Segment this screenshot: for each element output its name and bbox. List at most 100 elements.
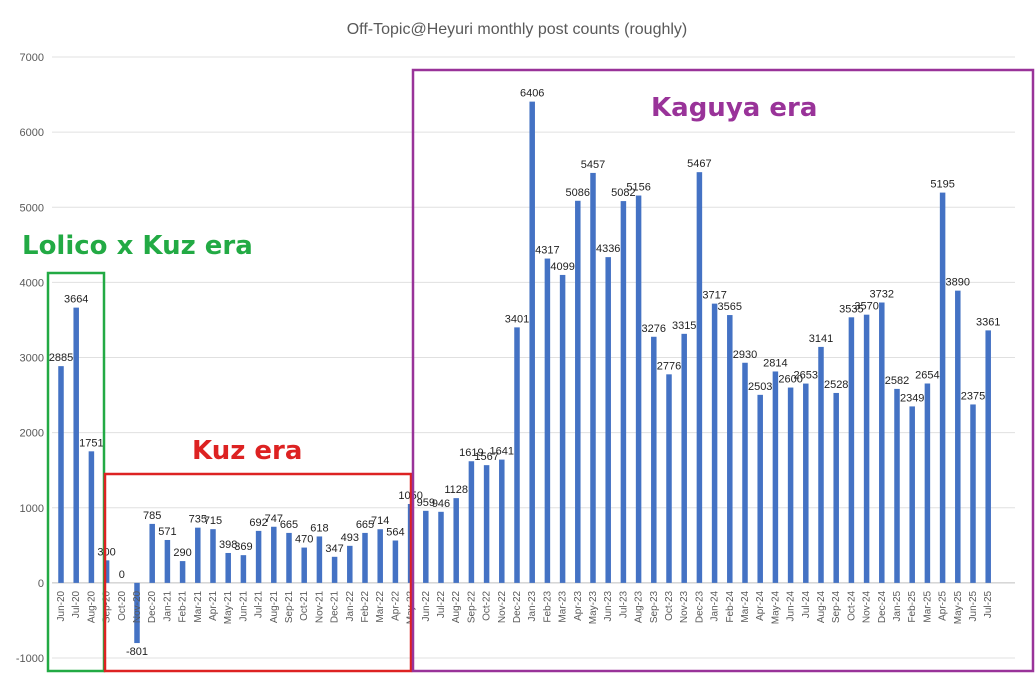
data-label: 665 [356, 519, 374, 531]
bar [438, 511, 444, 583]
x-tick-label: Apr-23 [573, 590, 584, 620]
data-label: 2582 [885, 375, 909, 387]
data-label: 398 [219, 539, 237, 551]
era-annotations: Lolico x Kuz era Kuz era Kaguya era [22, 68, 1035, 673]
bar [787, 387, 794, 583]
data-label: 470 [295, 534, 313, 546]
data-label: 2776 [657, 360, 681, 372]
bar [818, 346, 824, 583]
bar [271, 526, 277, 583]
x-tick-label: Jan-25 [892, 590, 903, 621]
era-label: Kaguya era [651, 93, 817, 123]
bar [742, 362, 748, 583]
data-label: 785 [143, 510, 161, 522]
x-tick-label: May-23 [588, 590, 599, 624]
data-label: 3535 [839, 303, 863, 315]
x-tick-label: Nov-23 [679, 590, 690, 623]
x-tick-label: Nov-22 [497, 590, 508, 623]
bar [803, 383, 809, 583]
bar [711, 303, 718, 583]
x-tick-label: Nov-21 [314, 590, 325, 623]
x-tick-label: Jan-23 [527, 590, 538, 621]
y-axis-ticks: -1000 0 1000 2000 3000 4000 5000 6000 7000 [16, 52, 44, 665]
bar [301, 547, 307, 583]
bar [757, 394, 763, 583]
bar [179, 561, 186, 583]
data-label: 5082 [611, 187, 635, 199]
bar [73, 307, 79, 583]
bar [848, 317, 855, 583]
data-label: 3401 [505, 313, 529, 325]
bar [666, 374, 672, 583]
bar [970, 404, 976, 583]
bar [559, 274, 566, 583]
x-tick-label: Jul-23 [618, 590, 629, 618]
bar [605, 257, 611, 583]
data-label: 5457 [581, 159, 605, 171]
bar [483, 465, 490, 583]
x-tick-label: Oct-24 [846, 590, 857, 620]
x-tick-label: Oct-21 [299, 590, 310, 620]
data-label: 3141 [809, 333, 833, 345]
x-tick-label: Dec-21 [330, 590, 341, 623]
x-tick-label: Feb-24 [725, 590, 736, 622]
x-tick-label: Dec-23 [694, 590, 705, 623]
bar [240, 555, 247, 583]
bar [149, 523, 155, 583]
bar [894, 388, 900, 583]
bar [924, 383, 931, 583]
x-tick-label: Jan-24 [710, 590, 721, 621]
data-label: 735 [189, 514, 207, 526]
x-tick-label: Sep-23 [649, 590, 660, 623]
bar [134, 582, 140, 644]
data-label: 2349 [900, 392, 924, 404]
bar [210, 529, 216, 583]
x-tick-label: May-21 [223, 590, 234, 624]
data-label: 4099 [550, 261, 574, 273]
y-tick-label: 0 [38, 578, 44, 590]
era-box [46, 271, 106, 673]
data-label: 4336 [596, 243, 620, 255]
bar [362, 532, 368, 583]
y-tick-label: 7000 [20, 52, 44, 64]
x-tick-label: Mar-25 [922, 590, 933, 622]
x-tick-label: Jun-20 [56, 590, 67, 621]
data-label: 715 [204, 515, 222, 527]
data-label: 692 [249, 517, 267, 529]
x-tick-label: Jan-21 [162, 590, 173, 621]
data-label: 1567 [474, 451, 498, 463]
data-label: 3565 [718, 301, 742, 313]
era-box [103, 472, 413, 673]
data-label: 300 [97, 546, 115, 558]
x-tick-label: May-24 [770, 590, 781, 624]
x-tick-label: Feb-25 [907, 590, 918, 622]
x-tick-label: Feb-21 [178, 590, 189, 622]
x-tick-label: Mar-21 [193, 590, 204, 622]
data-label: 5195 [930, 179, 954, 191]
y-tick-label: 6000 [20, 127, 44, 139]
data-label: 3717 [702, 290, 726, 302]
x-tick-label: Aug-20 [86, 590, 97, 623]
x-tick-label: Jul-24 [801, 590, 812, 618]
data-label: 1128 [444, 484, 468, 496]
x-tick-label: Sep-22 [466, 590, 477, 623]
data-label: 2503 [748, 381, 772, 393]
bar [879, 302, 885, 583]
bar [392, 540, 399, 583]
data-label: 1619 [459, 447, 483, 459]
data-label: 571 [158, 526, 176, 538]
x-tick-label: Jan-22 [345, 590, 356, 621]
data-label: 2600 [778, 374, 802, 386]
x-tick-label: Oct-22 [482, 590, 493, 620]
era-label: Lolico x Kuz era [22, 231, 253, 261]
data-label: 2653 [794, 370, 818, 382]
x-tick-label: Sep-21 [284, 590, 295, 623]
x-tick-label: Sep-20 [102, 590, 113, 623]
bar [939, 192, 946, 583]
data-label: 1641 [490, 446, 514, 458]
data-label: 0 [119, 569, 125, 581]
data-label: 665 [280, 519, 298, 531]
x-tick-label: Dec-20 [147, 590, 158, 623]
